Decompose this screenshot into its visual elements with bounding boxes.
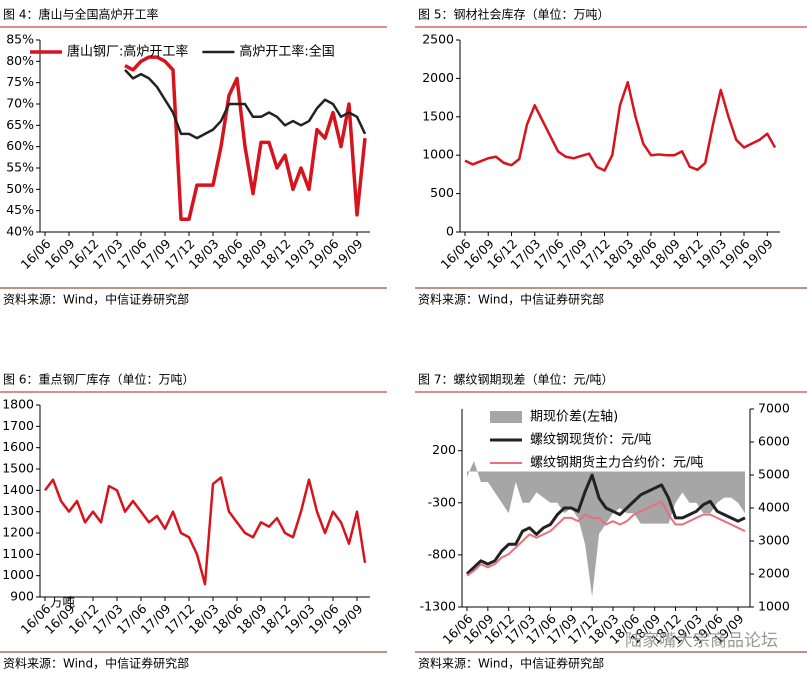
y2-tick-label: 2000	[758, 566, 790, 581]
legend-label: 螺纹钢期货主力合约价：元/吨	[530, 455, 703, 471]
legend-label: 高炉开工率:全国	[239, 44, 334, 60]
y-tick-label: 1500	[422, 108, 454, 123]
y-tick-label: 80%	[6, 53, 34, 68]
axis-unit: 万吨	[50, 595, 76, 610]
source-note: 资料来源：Wind，中信证券研究部	[418, 656, 604, 671]
y-tick-label: -300	[428, 494, 456, 509]
chart-title: 图 5：钢材社会库存（单位：万吨）	[418, 7, 609, 22]
y2-tick-label: 3000	[758, 533, 790, 548]
y-tick-label: 1200	[2, 525, 34, 540]
y-tick-label: 45%	[6, 202, 34, 217]
y2-tick-label: 7000	[758, 401, 790, 416]
y-tick-label: 1400	[2, 482, 34, 497]
y-tick-label: 1000	[2, 567, 34, 582]
y-tick-label: 1700	[2, 418, 34, 433]
y-tick-label: 1800	[2, 397, 34, 412]
y-tick-label: 85%	[6, 32, 34, 47]
line	[464, 80, 777, 172]
y-tick-label: -1300	[420, 599, 456, 614]
y-tick-label: 1000	[422, 147, 454, 162]
legend-swatch	[490, 411, 522, 423]
line	[124, 55, 367, 221]
y-tick-label: 2500	[422, 32, 454, 47]
y-tick-label: 900	[10, 589, 34, 604]
y2-tick-label: 4000	[758, 500, 790, 515]
y-tick-label: 1100	[2, 546, 34, 561]
y-tick-label: 2000	[422, 70, 454, 85]
legend-label: 唐山钢厂:高炉开工率	[67, 44, 188, 60]
y-tick-label: 55%	[6, 160, 34, 175]
y-tick-label: -800	[428, 546, 456, 561]
y-tick-label: 0	[446, 224, 454, 239]
y-tick-label: 500	[430, 185, 454, 200]
watermark: 陆家嘴大宗商品论坛	[625, 631, 778, 651]
line	[124, 69, 367, 140]
line	[465, 473, 746, 576]
y-tick-label: 1500	[2, 461, 34, 476]
y-tick-label: 1300	[2, 503, 34, 518]
source-note: 资料来源：Wind，中信证券研究部	[3, 292, 189, 307]
y-tick-label: 200	[432, 442, 456, 457]
y-tick-label: 75%	[6, 74, 34, 89]
source-note: 资料来源：Wind，中信证券研究部	[3, 656, 189, 671]
line	[466, 500, 746, 577]
area	[467, 461, 745, 597]
chart-title: 图 7：螺纹钢期现差（单位：元/吨）	[418, 372, 614, 387]
legend-label: 期现价差(左轴)	[530, 410, 618, 425]
y-tick-label: 50%	[6, 181, 34, 196]
y2-tick-label: 1000	[758, 599, 790, 614]
y2-tick-label: 5000	[758, 467, 790, 482]
y-tick-label: 40%	[6, 224, 34, 239]
line	[44, 476, 367, 586]
chart-title: 图 4：唐山与全国高炉开工率	[3, 7, 158, 22]
chart-title: 图 6：重点钢厂库存（单位：万吨）	[3, 372, 194, 387]
y2-tick-label: 6000	[758, 434, 790, 449]
y-tick-label: 70%	[6, 96, 34, 111]
source-note: 资料来源：Wind，中信证券研究部	[418, 292, 604, 307]
y-tick-label: 60%	[6, 138, 34, 153]
y-tick-label: 65%	[6, 117, 34, 132]
legend-label: 螺纹钢现货价：元/吨	[530, 432, 651, 448]
y-tick-label: 1600	[2, 439, 34, 454]
